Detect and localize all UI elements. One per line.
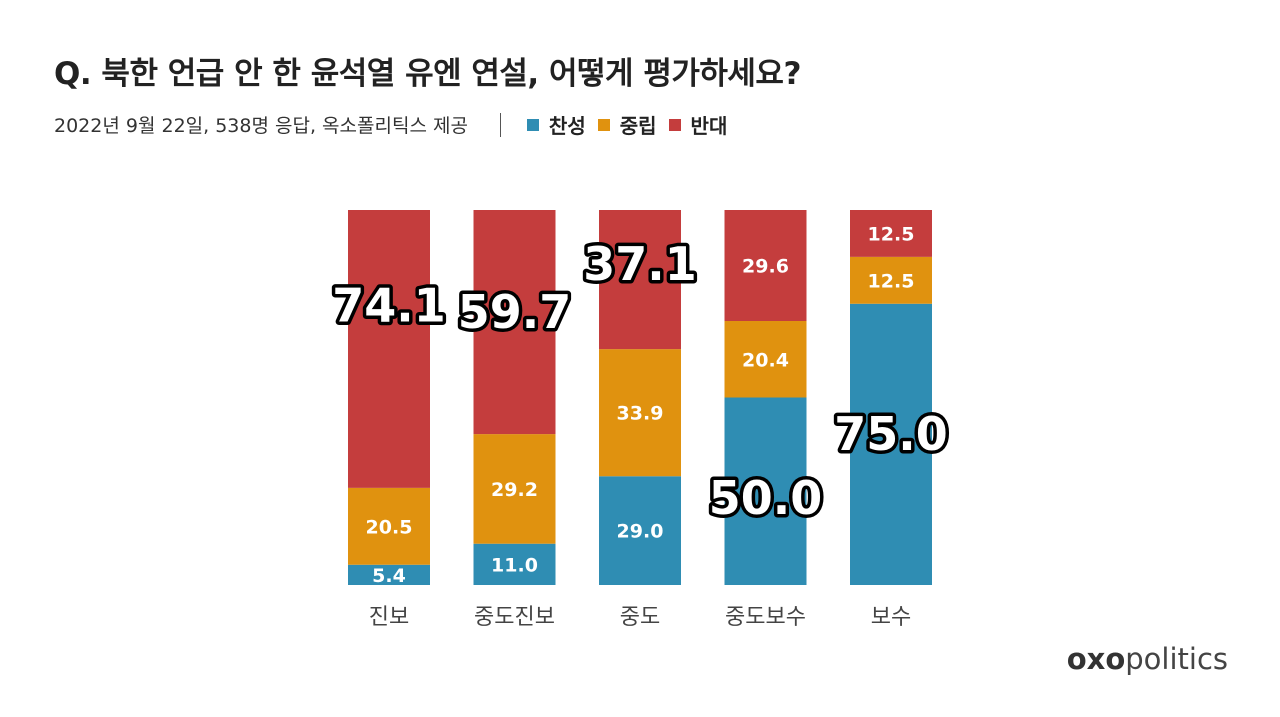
category-label-0: 진보 xyxy=(369,605,409,630)
value-label-neutral-1: 29.2 xyxy=(491,479,538,501)
bar-neutral-0 xyxy=(348,487,430,565)
bar-oppose-2 xyxy=(599,210,681,350)
bar-oppose-3 xyxy=(724,210,807,321)
category-label-2: 중도 xyxy=(620,605,660,630)
subtitle-divider xyxy=(499,112,501,137)
brand-logo-bold: oxo xyxy=(1066,642,1126,676)
bar-approve-0 xyxy=(348,564,430,585)
legend-label-oppose: 반대 xyxy=(690,114,728,138)
category-label-4: 보수 xyxy=(871,605,911,630)
category-label-3: 중도보수 xyxy=(725,605,806,630)
highlight-label-3: 50.0 xyxy=(709,471,823,525)
value-label-neutral-2: 33.9 xyxy=(617,403,664,425)
bar-approve-1 xyxy=(473,543,556,585)
bar-approve-3 xyxy=(724,397,807,585)
highlight-label-0: 74.1 xyxy=(332,278,446,332)
highlight-label-4: 75.0 xyxy=(834,407,948,461)
highlight-label-2: 37.1 xyxy=(583,237,697,291)
chart-subtitle: 2022년 9월 22일, 538명 응답, 옥소폴리틱스 제공 xyxy=(54,115,468,137)
bar-approve-2 xyxy=(599,476,681,585)
value-label-approve-0: 5.4 xyxy=(372,565,406,587)
value-label-neutral-0: 20.5 xyxy=(366,516,413,538)
brand-logo: oxopolitics xyxy=(1067,642,1228,676)
highlight-label-1: 59.7 xyxy=(458,285,572,339)
bar-oppose-4 xyxy=(850,210,932,257)
legend-swatch-approve xyxy=(526,118,539,131)
category-label-1: 중도진보 xyxy=(474,605,555,630)
legend-label-neutral: 중립 xyxy=(619,114,657,138)
bar-oppose-1 xyxy=(473,210,556,435)
value-label-oppose-3: 29.6 xyxy=(742,256,789,278)
bar-oppose-0 xyxy=(348,210,430,488)
legend-item-oppose: 반대 xyxy=(668,110,728,139)
legend-swatch-neutral xyxy=(597,118,610,131)
value-label-approve-1: 11.0 xyxy=(491,554,538,576)
value-label-neutral-4: 12.5 xyxy=(868,270,915,292)
brand-logo-light: politics xyxy=(1125,642,1228,676)
value-label-neutral-3: 20.4 xyxy=(742,349,789,371)
value-label-approve-2: 29.0 xyxy=(617,521,664,543)
legend-label-approve: 찬성 xyxy=(548,114,586,138)
bar-approve-4 xyxy=(850,303,932,585)
subtitle-row: 2022년 9월 22일, 538명 응답, 옥소폴리틱스 제공 찬성 중립 반… xyxy=(54,110,739,139)
legend-item-neutral: 중립 xyxy=(597,110,657,139)
bar-neutral-2 xyxy=(599,349,681,477)
bar-neutral-1 xyxy=(473,434,556,544)
bar-neutral-3 xyxy=(724,321,807,398)
value-label-oppose-4: 12.5 xyxy=(868,223,915,245)
legend-item-approve: 찬성 xyxy=(526,110,586,139)
bar-neutral-4 xyxy=(850,256,932,304)
legend-swatch-oppose xyxy=(668,118,681,131)
chart-title: Q. 북한 언급 안 한 윤석열 유엔 연설, 어떻게 평가하세요? xyxy=(54,56,801,92)
